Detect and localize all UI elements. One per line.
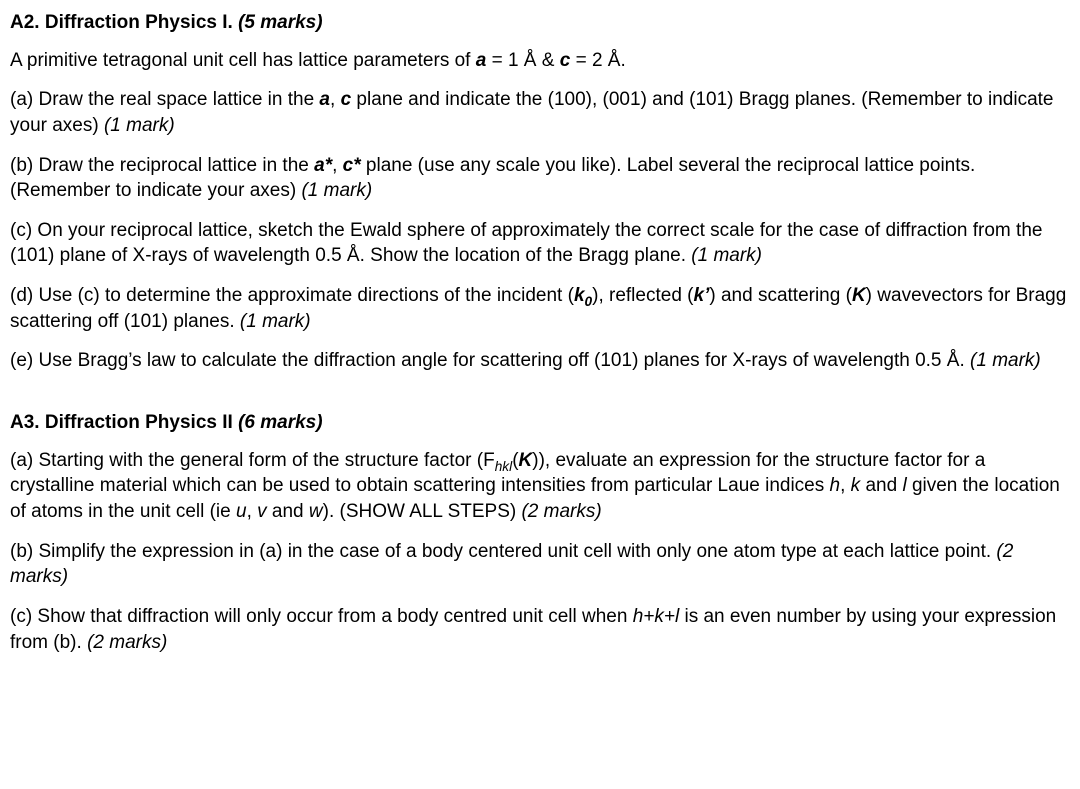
a3-a-sep1: ,	[840, 475, 851, 496]
a2-d-K: K	[852, 285, 866, 306]
a2-d-marks: (1 mark)	[240, 311, 311, 332]
a2-b-c: c*	[343, 155, 361, 176]
a2-intro-mid1: = 1 Å &	[486, 50, 559, 71]
a2-a-a: a	[319, 89, 330, 110]
a2-part-e: (e) Use Bragg’s law to calculate the dif…	[10, 348, 1070, 374]
a2-a-sep: ,	[330, 89, 341, 110]
a2-c-marks: (1 mark)	[691, 245, 762, 266]
a2-c-text: (c) On your reciprocal lattice, sketch t…	[10, 220, 1042, 267]
a3-block: A3. Diffraction Physics II (6 marks) (a)…	[10, 410, 1070, 655]
a3-a-v: v	[257, 501, 267, 522]
a2-d-mid1: ), reflected (	[592, 285, 693, 306]
exam-page: A2. Diffraction Physics I. (5 marks) A p…	[0, 0, 1080, 689]
a2-heading-text: A2. Diffraction Physics I.	[10, 12, 238, 33]
a2-d-kprime: k’	[694, 285, 710, 306]
a2-b-marks: (1 mark)	[301, 180, 372, 201]
a3-a-h: h	[830, 475, 841, 496]
a3-c-hkl: h+k+l	[633, 606, 679, 627]
a2-b-a: a*	[314, 155, 332, 176]
a3-a-and2: and	[267, 501, 309, 522]
a3-heading: A3. Diffraction Physics II (6 marks)	[10, 410, 1070, 436]
a3-a-u: u	[236, 501, 247, 522]
a2-intro-c: c	[560, 50, 571, 71]
a2-d-k0-sub: 0	[585, 294, 593, 309]
a2-b-pre: (b) Draw the reciprocal lattice in the	[10, 155, 314, 176]
a2-part-b: (b) Draw the reciprocal lattice in the a…	[10, 153, 1070, 204]
a3-heading-marks: (6 marks)	[238, 412, 323, 433]
a2-heading: A2. Diffraction Physics I. (5 marks)	[10, 10, 1070, 36]
a3-b-text: (b) Simplify the expression in (a) in th…	[10, 541, 996, 562]
a2-intro-a: a	[476, 50, 487, 71]
a3-a-pre: (a) Starting with the general form of th…	[10, 450, 495, 471]
a3-part-a: (a) Starting with the general form of th…	[10, 448, 1070, 525]
a3-a-w: w	[309, 501, 323, 522]
a2-a-c: c	[341, 89, 352, 110]
a2-d-pre: (d) Use (c) to determine the approximate…	[10, 285, 574, 306]
a3-a-K: K	[519, 450, 533, 471]
a2-a-marks: (1 mark)	[104, 115, 175, 136]
a2-part-d: (d) Use (c) to determine the approximate…	[10, 283, 1070, 334]
a3-a-sep2: ,	[247, 501, 258, 522]
a2-a-pre: (a) Draw the real space lattice in the	[10, 89, 319, 110]
a2-d-mid2: ) and scattering (	[709, 285, 852, 306]
a2-intro-pre: A primitive tetragonal unit cell has lat…	[10, 50, 476, 71]
a2-heading-marks: (5 marks)	[238, 12, 323, 33]
a2-b-sep: ,	[332, 155, 343, 176]
a3-heading-text: A3. Diffraction Physics II	[10, 412, 238, 433]
a2-intro: A primitive tetragonal unit cell has lat…	[10, 48, 1070, 74]
a2-intro-mid2: = 2 Å.	[570, 50, 625, 71]
a3-a-marks: (2 marks)	[521, 501, 601, 522]
a3-c-marks: (2 marks)	[87, 632, 167, 653]
a3-part-c: (c) Show that diffraction will only occu…	[10, 604, 1070, 655]
a3-a-and: and	[860, 475, 902, 496]
a2-part-a: (a) Draw the real space lattice in the a…	[10, 87, 1070, 138]
a2-e-text: (e) Use Bragg’s law to calculate the dif…	[10, 350, 970, 371]
a3-a-k: k	[851, 475, 861, 496]
a2-part-c: (c) On your reciprocal lattice, sketch t…	[10, 218, 1070, 269]
a3-a-post: ). (SHOW ALL STEPS)	[323, 501, 522, 522]
a2-d-k0-k: k	[574, 285, 585, 306]
a2-e-marks: (1 mark)	[970, 350, 1041, 371]
a3-a-sub: hkl	[495, 458, 512, 473]
a3-part-b: (b) Simplify the expression in (a) in th…	[10, 539, 1070, 590]
a3-c-pre: (c) Show that diffraction will only occu…	[10, 606, 633, 627]
